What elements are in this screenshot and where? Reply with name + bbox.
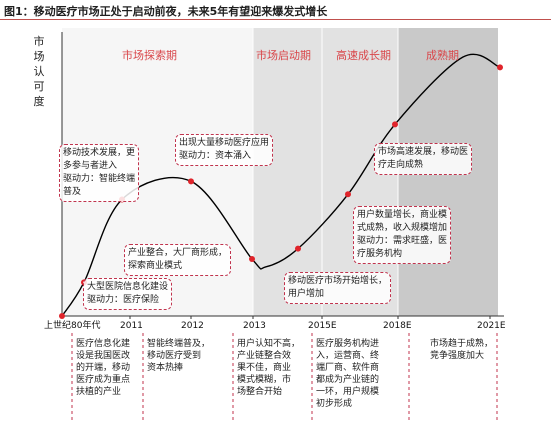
annotation-callout: 产业整合，大厂商形成， 探索商业模式 bbox=[124, 244, 232, 276]
annotation-callout: 用户数量增长，商业模 式成熟，收入规模增加 驱动力：需求旺盛，医 疗服务机构 bbox=[353, 206, 452, 264]
stage-label: 高速成长期 bbox=[336, 49, 391, 62]
stage-label: 成熟期 bbox=[426, 49, 459, 62]
annotation-callout: 大型医院信息化建设 驱动力：医疗保险 bbox=[83, 278, 173, 310]
curve-marker bbox=[188, 178, 194, 185]
x-tick-label: 上世纪80年代 bbox=[44, 319, 100, 331]
stage-description: 智能终端普及， 移动医疗受到 资本热捧 bbox=[147, 339, 211, 373]
stage-description: 医疗信息化建 设是我国医改 的开端，移动 医疗成为重点 扶植的产业 bbox=[76, 339, 131, 397]
annotation-callout: 移动技术发展，更 多参与者进入 驱动力：智能终端 普及 bbox=[59, 144, 140, 202]
stage-description: 用户认知不高， 产业链整合效 果不佳，商业 模式模糊，市 场整合开始 bbox=[237, 339, 301, 397]
figure-title: 图1：移动医疗市场正处于启动前夜，未来5年有望迎来爆发式增长 bbox=[4, 5, 328, 18]
x-tick-label: 2021E bbox=[477, 321, 506, 331]
stage-description: 医疗服务机构进 入，运营商、终 端厂商、软件商 都成为产业链的 一环，用户规模 … bbox=[316, 339, 380, 409]
curve-marker bbox=[392, 121, 398, 128]
stage-description: 市场趋于成熟， 竞争强度加大 bbox=[430, 339, 494, 361]
adoption-curve bbox=[61, 53, 501, 317]
annotation-callout: 出现大量移动医疗应用 驱动力：资本涌入 bbox=[175, 134, 274, 166]
stage-band-2 bbox=[253, 28, 322, 316]
x-tick-label: 2011 bbox=[120, 321, 143, 331]
curve-marker bbox=[59, 313, 65, 319]
curve-marker bbox=[249, 256, 255, 263]
title-rule bbox=[0, 19, 551, 20]
annotation-callout: 市场高速发展，移动医 疗走向成熟 bbox=[374, 143, 473, 175]
curve-marker bbox=[345, 191, 351, 198]
curve-marker bbox=[295, 245, 301, 252]
x-tick-label: 2018E bbox=[383, 321, 412, 331]
y-axis-label: 市场认可度 bbox=[33, 35, 45, 108]
stage-label: 市场探索期 bbox=[122, 49, 177, 62]
annotation-callout: 移动医疗市场开始增长， 用户增加 bbox=[284, 272, 392, 304]
x-tick-label: 2012 bbox=[181, 321, 204, 331]
x-tick-label: 2013 bbox=[243, 321, 266, 331]
stage-label: 市场启动期 bbox=[256, 49, 311, 62]
curve-marker bbox=[497, 64, 503, 71]
x-tick-label: 2015E bbox=[308, 321, 337, 331]
